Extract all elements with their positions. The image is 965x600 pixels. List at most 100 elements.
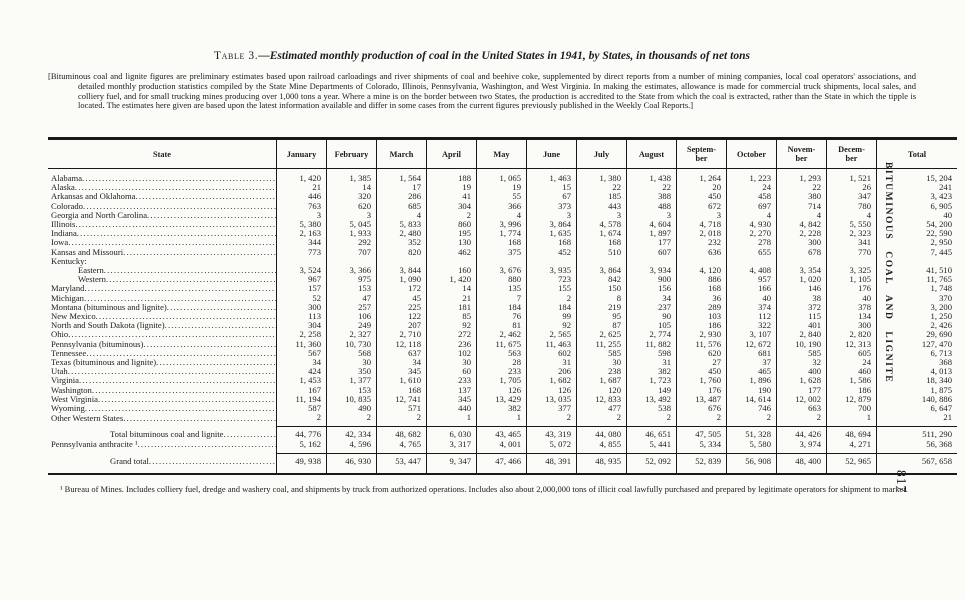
value-cell: 48, 694 <box>826 426 877 440</box>
value-cell: 30 <box>326 357 377 368</box>
table-row: New Mexico 113106122857699959010311211513… <box>48 311 957 322</box>
dot-leader <box>135 192 276 201</box>
value-cell: 54, 200 <box>876 219 957 230</box>
value-cell: 19 <box>476 182 527 193</box>
value-cell: 5, 072 <box>526 439 577 454</box>
value-cell: 168 <box>526 238 577 248</box>
column-header: July <box>576 138 627 169</box>
row-label-cell: Texas (bituminous and lignite) <box>48 358 277 367</box>
value-cell: 3, 935 <box>526 265 577 276</box>
value-cell: 1, 223 <box>726 168 777 184</box>
row-label: Michigan <box>51 293 84 303</box>
value-cell: 681 <box>726 348 777 359</box>
value-cell: 3, 974 <box>776 439 827 454</box>
value-cell: 272 <box>426 330 477 340</box>
dot-leader <box>84 284 276 293</box>
value-cell: 12, 833 <box>576 394 627 405</box>
row-label: Utah <box>51 367 68 377</box>
value-cell: 723 <box>526 275 577 285</box>
value-cell: 11, 360 <box>276 339 327 349</box>
value-cell: 106 <box>326 311 377 322</box>
value-cell: 7, 445 <box>876 247 957 257</box>
value-cell: 105 <box>626 321 677 331</box>
value-cell: 85 <box>426 311 477 322</box>
table-row: Montana (bituminous and lignite) 30025722… <box>48 302 957 313</box>
row-label-cell: Colorado <box>48 202 277 211</box>
row-label: Pennsylvania anthracite ¹ <box>51 440 138 450</box>
value-cell: 341 <box>826 238 877 248</box>
value-cell: 51, 328 <box>726 426 777 440</box>
value-cell: 11, 255 <box>576 339 627 349</box>
value-cell: 450 <box>676 367 727 377</box>
value-cell: 12, 879 <box>826 394 877 405</box>
value-cell: 4, 765 <box>376 439 427 454</box>
value-cell: 587 <box>276 403 327 414</box>
value-cell: 2, 820 <box>826 330 877 340</box>
value-cell: 1, 687 <box>576 376 627 386</box>
row-label-cell: Total bituminous coal and lignite <box>48 427 277 440</box>
dot-leader <box>83 202 276 211</box>
value-cell: 585 <box>776 348 827 359</box>
value-cell: 900 <box>626 275 677 285</box>
value-cell: 45 <box>376 293 427 303</box>
value-cell: 48, 391 <box>526 452 577 475</box>
value-cell: 166 <box>726 284 777 294</box>
value-cell: 4, 013 <box>876 367 957 377</box>
value-cell: 37 <box>726 357 777 368</box>
value-cell: 46, 930 <box>326 452 377 475</box>
value-cell: 10, 835 <box>326 394 377 405</box>
row-label: Maryland <box>51 284 85 294</box>
row-label: Western <box>78 275 106 285</box>
column-header: March <box>376 138 427 169</box>
value-cell: 3 <box>326 210 377 221</box>
value-cell: 345 <box>426 394 477 405</box>
row-label-cell: Virginia <box>48 376 277 385</box>
dot-leader <box>165 321 276 330</box>
row-label: Illinois <box>51 220 76 230</box>
value-cell: 2 <box>626 413 677 427</box>
footnote: ¹ Bureau of Mines. Includes colliery fue… <box>60 484 908 494</box>
row-label: Texas (bituminous and lignite) <box>51 358 157 368</box>
value-cell: 714 <box>776 201 827 211</box>
value-cell: 452 <box>526 247 577 257</box>
dot-leader <box>104 266 276 275</box>
value-cell: 5, 580 <box>726 439 777 454</box>
value-cell: 4, 718 <box>676 219 727 230</box>
value-cell: 233 <box>426 376 477 386</box>
value-cell: 2, 480 <box>376 229 427 239</box>
value-cell: 1, 682 <box>526 376 577 386</box>
value-cell: 880 <box>476 275 527 285</box>
value-cell: 685 <box>376 201 427 211</box>
value-cell: 352 <box>376 238 427 248</box>
value-cell: 676 <box>676 403 727 414</box>
row-label-cell: Utah <box>48 367 277 376</box>
dot-leader <box>156 358 276 367</box>
table-row: Texas (bituminous and lignite)3430343028… <box>48 357 957 368</box>
value-cell: 168 <box>676 284 727 294</box>
value-cell: 3, 934 <box>626 265 677 276</box>
value-cell: 567 <box>276 348 327 359</box>
dot-leader <box>68 238 276 247</box>
value-cell: 377 <box>526 403 577 414</box>
row-label: Washington <box>51 385 92 395</box>
value-cell: 2, 930 <box>676 330 727 340</box>
table-row: Iowa344292352130168168168177232278300341… <box>48 238 957 248</box>
value-cell: 13, 429 <box>476 394 527 405</box>
table-title-text: Estimated monthly production of coal in … <box>269 50 750 62</box>
value-cell: 2, 840 <box>776 330 827 340</box>
row-label: Montana (bituminous and lignite) <box>51 302 167 312</box>
column-header: May <box>476 138 527 169</box>
value-cell: 440 <box>426 403 477 414</box>
row-label-cell: Ohio <box>48 330 277 339</box>
row-label-cell: Maryland <box>48 284 277 293</box>
value-cell: 1, 723 <box>626 376 677 386</box>
value-cell: 370 <box>876 293 957 303</box>
value-cell: 12, 741 <box>376 394 427 405</box>
value-cell: 373 <box>526 201 577 211</box>
row-label: Alabama <box>51 174 83 183</box>
value-cell: 1, 564 <box>376 168 427 184</box>
value-cell: 1, 933 <box>326 229 377 239</box>
value-cell: 3, 676 <box>476 265 527 276</box>
dot-leader <box>68 330 276 339</box>
